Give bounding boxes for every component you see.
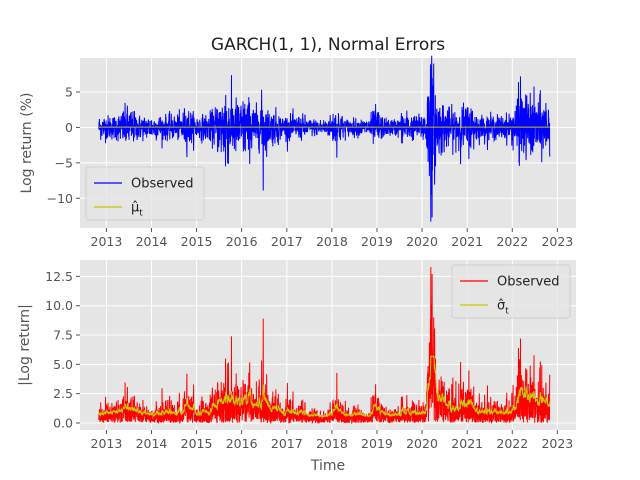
x-tick-label: 2022	[496, 234, 528, 249]
x-tick-label: 2015	[181, 436, 213, 451]
x-tick-label: 2019	[361, 234, 393, 249]
x-tick-label: 2017	[271, 234, 303, 249]
legend-label: Observed	[497, 275, 560, 290]
x-tick-label: 2019	[361, 436, 393, 451]
observed-series-line	[98, 267, 551, 425]
returns-panel: 5 0 −5 −10 2013 2014 2015 2016 2017 2018 2019 2020…	[19, 55, 576, 249]
abs-returns-y-axis-label: |Log return|	[17, 304, 33, 386]
x-tick-label: 2018	[316, 234, 348, 249]
x-tick-label: 2016	[226, 234, 258, 249]
y-tick-label: 5.0	[53, 357, 73, 372]
y-tick-label: −10	[47, 191, 73, 206]
fitted-series-line	[98, 355, 551, 418]
abs-returns-panel: 12.5 10.0 7.5 5.0 2.5 0.0 2013 2014 2015 2016 201…	[17, 260, 576, 451]
x-tick-label: 2017	[271, 436, 303, 451]
y-tick-label: −5	[55, 155, 73, 170]
legend-box	[451, 264, 571, 319]
returns-y-axis-label: Log return (%)	[19, 93, 35, 194]
y-tick-label: 0	[65, 120, 73, 135]
observed-series-line	[98, 55, 551, 222]
legend-box	[85, 166, 205, 221]
y-tick-label: 10.0	[45, 298, 73, 313]
x-axis-label: Time	[310, 458, 345, 474]
legend-label: Observed	[131, 177, 194, 192]
x-tick-label: 2014	[136, 234, 168, 249]
x-tick-label: 2020	[406, 436, 438, 451]
x-tick-label: 2022	[496, 436, 528, 451]
x-tick-label: 2021	[451, 234, 483, 249]
x-tick-label: 2023	[541, 436, 573, 451]
x-tick-label: 2013	[91, 234, 123, 249]
x-tick-label: 2020	[406, 234, 438, 249]
x-tick-label: 2018	[316, 436, 348, 451]
y-tick-label: 0.0	[53, 415, 73, 430]
x-tick-label: 2015	[181, 234, 213, 249]
chart-title: GARCH(1, 1), Normal Errors	[211, 35, 445, 55]
y-tick-label: 12.5	[45, 269, 73, 284]
y-tick-label: 7.5	[53, 328, 73, 343]
x-tick-label: 2021	[451, 436, 483, 451]
x-tick-label: 2014	[136, 436, 168, 451]
y-tick-label: 5	[65, 85, 73, 100]
x-tick-label: 2016	[226, 436, 258, 451]
y-tick-label: 2.5	[53, 386, 73, 401]
x-tick-label: 2013	[91, 436, 123, 451]
x-tick-label: 2023	[541, 234, 573, 249]
